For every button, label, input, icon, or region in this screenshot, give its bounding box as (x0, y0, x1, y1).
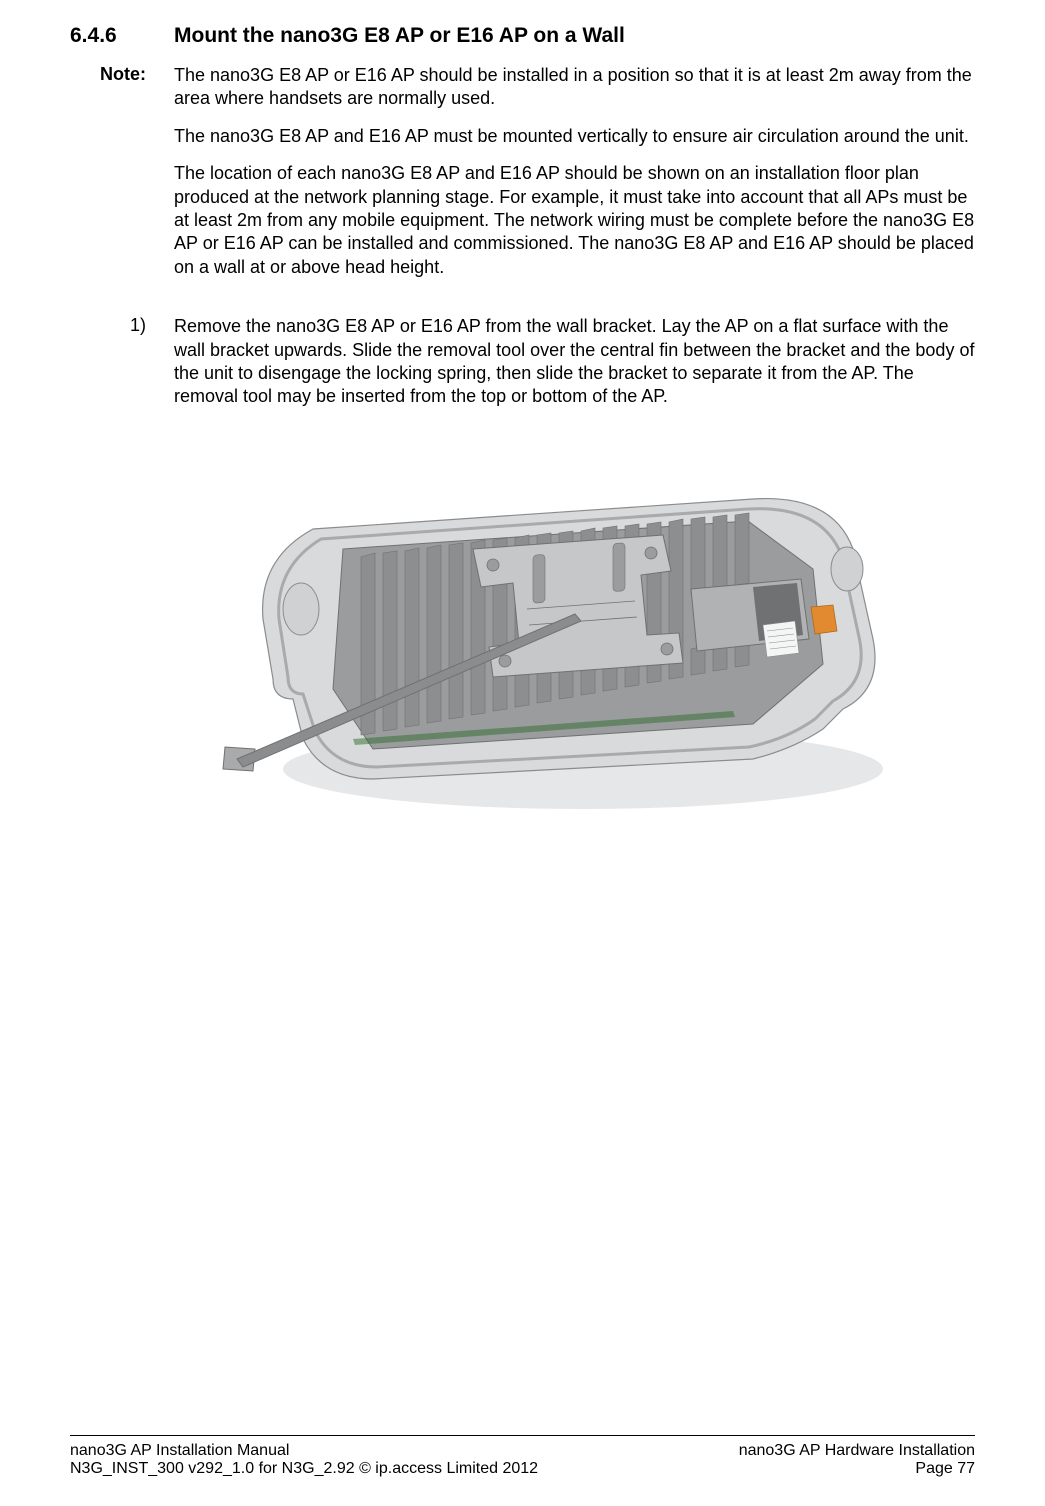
page-footer: nano3G AP Installation Manual N3G_INST_3… (70, 1435, 975, 1478)
footer-doc-id: N3G_INST_300 v292_1.0 for N3G_2.92 © ip.… (70, 1460, 538, 1478)
section-header: 6.4.6 Mount the nano3G E8 AP or E16 AP o… (70, 24, 975, 48)
note-para-3: The location of each nano3G E8 AP and E1… (174, 162, 975, 279)
section-title: Mount the nano3G E8 AP or E16 AP on a Wa… (174, 24, 625, 48)
note-para-2: The nano3G E8 AP and E16 AP must be moun… (174, 125, 975, 148)
note-para-1: The nano3G E8 AP or E16 AP should be ins… (174, 64, 975, 111)
device-illustration-icon (193, 439, 913, 839)
note-label: Note: (70, 64, 174, 293)
note-body: The nano3G E8 AP or E16 AP should be ins… (174, 64, 975, 293)
note-block: Note: The nano3G E8 AP or E16 AP should … (70, 64, 975, 293)
footer-manual-title: nano3G AP Installation Manual (70, 1442, 538, 1460)
device-figure (130, 439, 975, 839)
footer-left: nano3G AP Installation Manual N3G_INST_3… (70, 1442, 538, 1478)
step-number: 1) (130, 315, 174, 409)
section-number: 6.4.6 (70, 24, 174, 48)
step-text: Remove the nano3G E8 AP or E16 AP from t… (174, 315, 975, 409)
footer-right: nano3G AP Hardware Installation Page 77 (739, 1442, 975, 1478)
footer-page-number: Page 77 (739, 1460, 975, 1478)
step-1: 1) Remove the nano3G E8 AP or E16 AP fro… (130, 315, 975, 409)
footer-chapter: nano3G AP Hardware Installation (739, 1442, 975, 1460)
